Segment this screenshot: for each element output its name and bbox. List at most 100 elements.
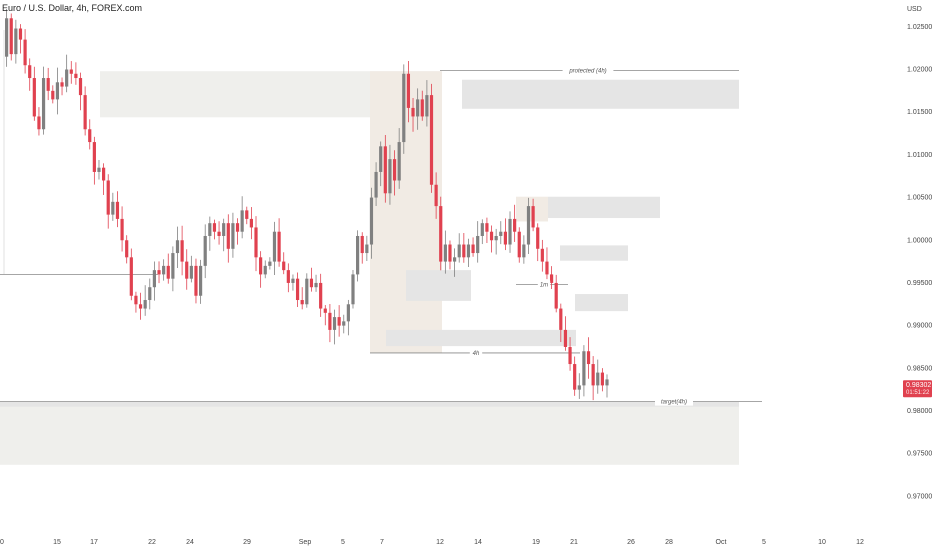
candle-body xyxy=(129,257,133,296)
candle-body xyxy=(549,274,554,283)
candle-body xyxy=(166,265,170,279)
candle-body xyxy=(185,261,189,279)
candle-body xyxy=(531,206,535,228)
candle-body xyxy=(485,223,489,232)
candle-body xyxy=(277,231,281,262)
price-tick-label: 1.02000 xyxy=(907,66,932,73)
time-tick-label: 15 xyxy=(53,539,61,546)
time-tick-label: 7 xyxy=(380,539,384,546)
candle-body xyxy=(171,253,175,279)
candle-body xyxy=(111,201,115,215)
candle-body xyxy=(443,244,447,262)
time-tick-label: 21 xyxy=(570,539,578,546)
price-tick-labels: 1.02500 1.02000 1.01500 1.01000 1.00500 1.000… xyxy=(907,24,932,501)
annotation-label: protected (4h) xyxy=(568,68,606,74)
candle-body xyxy=(517,231,521,258)
candle-body xyxy=(448,244,452,262)
zone-10 xyxy=(0,406,739,465)
candle-body xyxy=(314,282,318,288)
time-tick-label: 26 xyxy=(627,539,635,546)
annotation-bg-3 xyxy=(655,397,693,406)
zone-8 xyxy=(386,329,576,347)
candle-body xyxy=(134,295,138,305)
price-tick-label: 0.99000 xyxy=(907,323,932,330)
candle-body xyxy=(208,223,212,236)
candle-body xyxy=(194,265,198,296)
candle-body xyxy=(92,142,96,172)
candle-body xyxy=(383,146,387,194)
time-tick-label: 5 xyxy=(341,539,345,546)
candle-body xyxy=(586,351,591,365)
candle-body xyxy=(222,223,226,236)
annotation-bg-1 xyxy=(469,348,483,357)
candle-body xyxy=(392,159,397,181)
time-tick-labels: 0 15 17 22 24 29 Sep 5 7 12 14 19 21 26 28 Oct 5 10 12 xyxy=(0,539,864,546)
annotation-bg-2 xyxy=(537,280,551,289)
candle-body xyxy=(14,28,18,55)
candle-body xyxy=(69,69,73,74)
candle-body xyxy=(28,65,32,79)
candle-body xyxy=(554,282,558,309)
candle-body xyxy=(120,218,124,241)
candle-body xyxy=(60,82,64,87)
candle-body xyxy=(425,95,429,117)
candle-body xyxy=(32,78,36,117)
candle-body xyxy=(152,270,157,288)
price-tick-label: 0.97500 xyxy=(907,451,932,458)
annotation-label: 1m xyxy=(540,283,548,289)
candle-body xyxy=(434,184,438,207)
candle-body xyxy=(369,197,374,245)
candle-body xyxy=(55,82,60,100)
candle-body xyxy=(573,364,577,390)
candle-body xyxy=(374,171,378,198)
candle-body xyxy=(291,278,295,283)
price-tick-label: 0.97000 xyxy=(907,493,932,500)
candle-body xyxy=(65,69,69,87)
zone-5 xyxy=(560,245,628,261)
candle-body xyxy=(508,218,512,245)
time-scale-bg xyxy=(0,534,932,550)
candle-body xyxy=(489,231,494,241)
candle-body xyxy=(189,265,193,279)
candle-body xyxy=(522,244,526,258)
time-tick-label: 28 xyxy=(665,539,673,546)
time-scale[interactable]: 0 15 17 22 24 29 Sep 5 7 12 14 19 21 26 28 Oct 5 10 12 xyxy=(0,534,932,550)
candle-body xyxy=(272,231,277,262)
candle-body xyxy=(596,372,600,386)
candle-body xyxy=(379,146,383,172)
candle-body xyxy=(416,99,420,117)
candle-body xyxy=(254,227,258,258)
chart-title: Euro / U.S. Dollar, 4h, FOREX.com xyxy=(2,3,142,13)
candle-body xyxy=(295,278,300,301)
candle-body xyxy=(74,73,78,79)
current-price-value: 0.98302 xyxy=(906,382,931,389)
time-tick-label: 10 xyxy=(818,539,826,546)
annotation-bg-0 xyxy=(562,66,614,75)
price-scale[interactable]: USD 1.025001.020001.015001.010001.005001… xyxy=(900,0,932,534)
price-tick-label: 1.01500 xyxy=(907,109,932,116)
candle-body xyxy=(332,317,337,330)
candle-body xyxy=(337,317,341,326)
candle-body xyxy=(402,73,406,143)
candle-body xyxy=(499,231,503,236)
candle-body xyxy=(476,235,480,254)
candle-body xyxy=(212,223,217,232)
time-tick-label: 14 xyxy=(474,539,482,546)
candle-body xyxy=(125,240,129,258)
candle-body xyxy=(240,210,244,232)
candle-body xyxy=(480,223,484,236)
candle-body xyxy=(494,235,498,241)
price-tick-label: 1.00000 xyxy=(907,237,932,244)
time-tick-label: 5 xyxy=(762,539,766,546)
time-tick-label: 0 xyxy=(0,539,4,546)
candle-body xyxy=(9,18,13,55)
candle-body xyxy=(249,218,253,228)
time-tick-label: 12 xyxy=(856,539,864,546)
candle-body xyxy=(115,201,120,219)
candle-body xyxy=(157,270,161,275)
time-tick-label: 24 xyxy=(186,539,194,546)
candle-body xyxy=(568,346,572,365)
candle-body xyxy=(342,321,346,326)
candle-body xyxy=(365,244,369,254)
